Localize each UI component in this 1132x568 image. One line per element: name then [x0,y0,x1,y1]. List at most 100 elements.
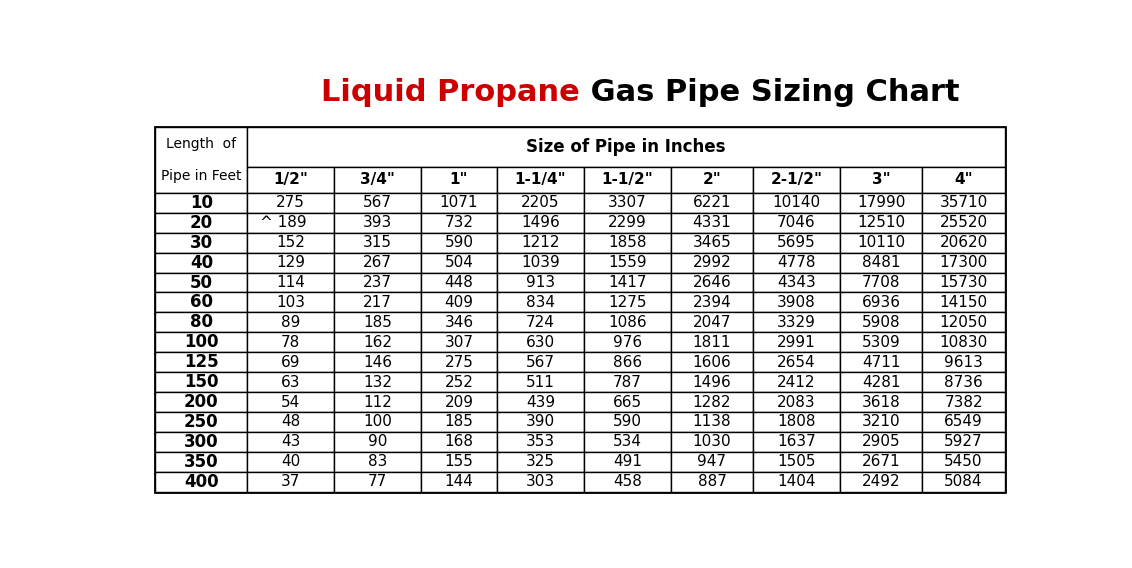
Bar [923,372,1005,392]
Bar [155,273,247,293]
Bar [753,332,840,352]
Bar [334,233,421,253]
Text: 8736: 8736 [944,375,983,390]
Bar [670,412,753,432]
Text: 150: 150 [185,373,218,391]
Bar [155,332,247,352]
Bar [753,452,840,472]
Bar [155,193,247,213]
Bar [421,213,497,233]
Bar [155,253,247,273]
Bar [247,273,334,293]
Text: 448: 448 [445,275,473,290]
Text: 6936: 6936 [861,295,901,310]
Text: 7382: 7382 [944,395,983,410]
Bar [334,392,421,412]
Text: 1858: 1858 [608,235,646,250]
Text: 10830: 10830 [940,335,988,350]
Text: 787: 787 [612,375,642,390]
Text: 439: 439 [526,395,555,410]
Text: 30: 30 [190,233,213,252]
Text: 6221: 6221 [693,195,731,210]
Bar [753,273,840,293]
Text: 353: 353 [526,435,555,449]
Bar [421,312,497,332]
Bar [840,233,923,253]
Text: 3/4": 3/4" [360,172,395,187]
Bar [421,233,497,253]
Text: 567: 567 [363,195,392,210]
Text: 6549: 6549 [944,415,983,429]
Text: 15730: 15730 [940,275,988,290]
Bar [584,273,670,293]
Text: 252: 252 [445,375,473,390]
Bar [840,213,923,233]
Bar [421,452,497,472]
Text: 5908: 5908 [861,315,900,330]
Text: 2": 2" [703,172,721,187]
Bar [923,233,1005,253]
Bar [247,293,334,312]
Text: 100: 100 [185,333,218,351]
Bar [497,412,584,432]
Bar [497,452,584,472]
Text: 77: 77 [368,474,387,489]
Bar [584,233,670,253]
Bar [155,233,247,253]
Text: 250: 250 [185,413,218,431]
Text: 3210: 3210 [861,415,900,429]
Text: 10110: 10110 [857,235,906,250]
Bar [670,372,753,392]
Bar [247,332,334,352]
Bar [247,253,334,273]
Text: 1-1/4": 1-1/4" [515,172,566,187]
Bar [840,472,923,492]
Bar [155,127,1005,492]
Bar [421,273,497,293]
Bar [421,167,497,193]
Text: 665: 665 [612,395,642,410]
Text: 834: 834 [526,295,555,310]
Bar [670,293,753,312]
Text: 17300: 17300 [940,255,988,270]
Bar [753,293,840,312]
Text: 3618: 3618 [861,395,901,410]
Bar [155,472,247,492]
Bar [155,213,247,233]
Text: 1505: 1505 [778,454,816,469]
Bar [923,392,1005,412]
Bar [155,412,247,432]
Text: 1417: 1417 [608,275,646,290]
Bar [497,253,584,273]
Text: 325: 325 [526,454,555,469]
Bar [753,472,840,492]
Bar [334,167,421,193]
Bar [840,432,923,452]
Bar [497,312,584,332]
Text: 168: 168 [445,435,473,449]
Bar [497,372,584,392]
Text: 5309: 5309 [861,335,901,350]
Text: 144: 144 [445,474,473,489]
Bar [421,432,497,452]
Bar [840,273,923,293]
Bar [497,392,584,412]
Text: 2-1/2": 2-1/2" [771,172,823,187]
Bar [497,273,584,293]
Text: 185: 185 [445,415,473,429]
Text: 48: 48 [281,415,300,429]
Bar [584,193,670,213]
Bar [584,372,670,392]
Text: 20: 20 [190,214,213,232]
Text: Length  of

Pipe in Feet: Length of Pipe in Feet [161,136,241,183]
Bar [753,392,840,412]
Bar [840,332,923,352]
Text: 1606: 1606 [693,354,731,370]
Text: 43: 43 [281,435,300,449]
Text: 947: 947 [697,454,727,469]
Text: 17990: 17990 [857,195,906,210]
Bar [334,372,421,392]
Bar [670,472,753,492]
Text: 732: 732 [445,215,473,230]
Bar [497,352,584,372]
